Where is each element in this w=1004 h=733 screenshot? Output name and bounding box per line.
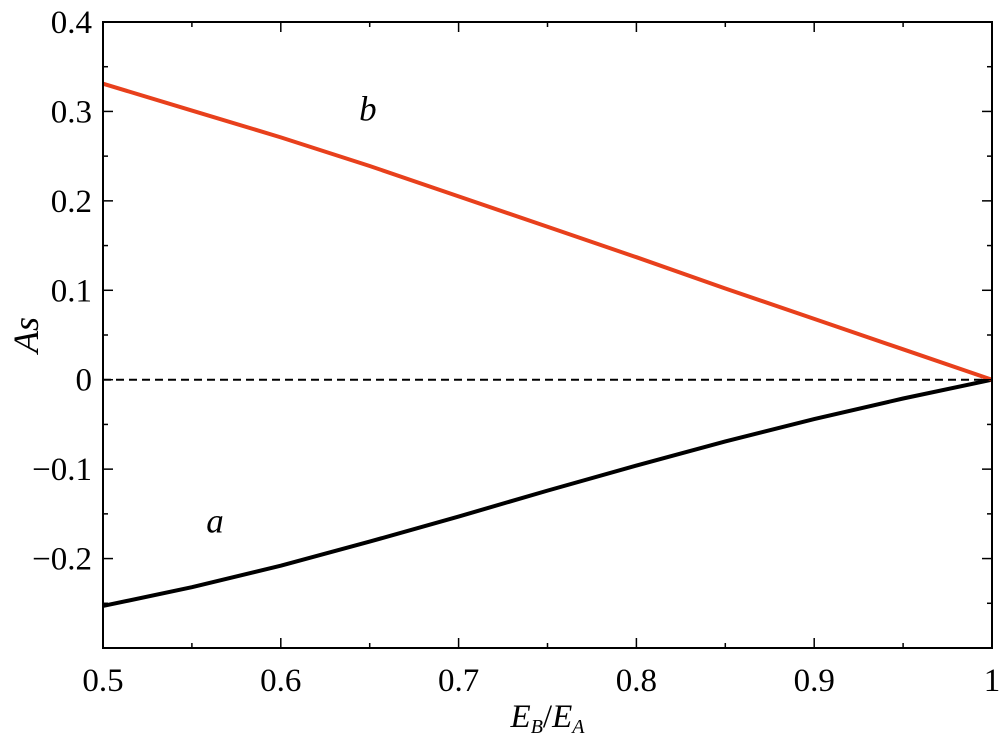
x-tick-label: 0.7 — [438, 663, 479, 699]
y-axis-title: As — [6, 317, 46, 355]
x-axis-title: EB/EA — [510, 699, 586, 733]
series-label-a: a — [206, 502, 224, 541]
series-line-b — [102, 81, 993, 382]
x-tick-label: 0.6 — [260, 663, 301, 699]
y-tick-label: −0.2 — [32, 542, 92, 578]
y-tick-label: 0.4 — [51, 5, 92, 41]
y-tick-label: 0.3 — [51, 94, 92, 130]
x-tick-label: 0.9 — [794, 663, 835, 699]
x-tick-label: 0.5 — [82, 663, 123, 699]
y-tick-label: 0 — [76, 363, 93, 399]
y-tick-label: 0.1 — [51, 273, 92, 309]
x-tick-label: 0.8 — [616, 663, 657, 699]
y-tick-label: 0.2 — [51, 184, 92, 220]
y-tick-label: −0.1 — [32, 452, 92, 488]
series-line-a — [102, 377, 993, 608]
series-label-b: b — [359, 89, 377, 128]
x-tick-label: 1 — [984, 663, 1001, 699]
